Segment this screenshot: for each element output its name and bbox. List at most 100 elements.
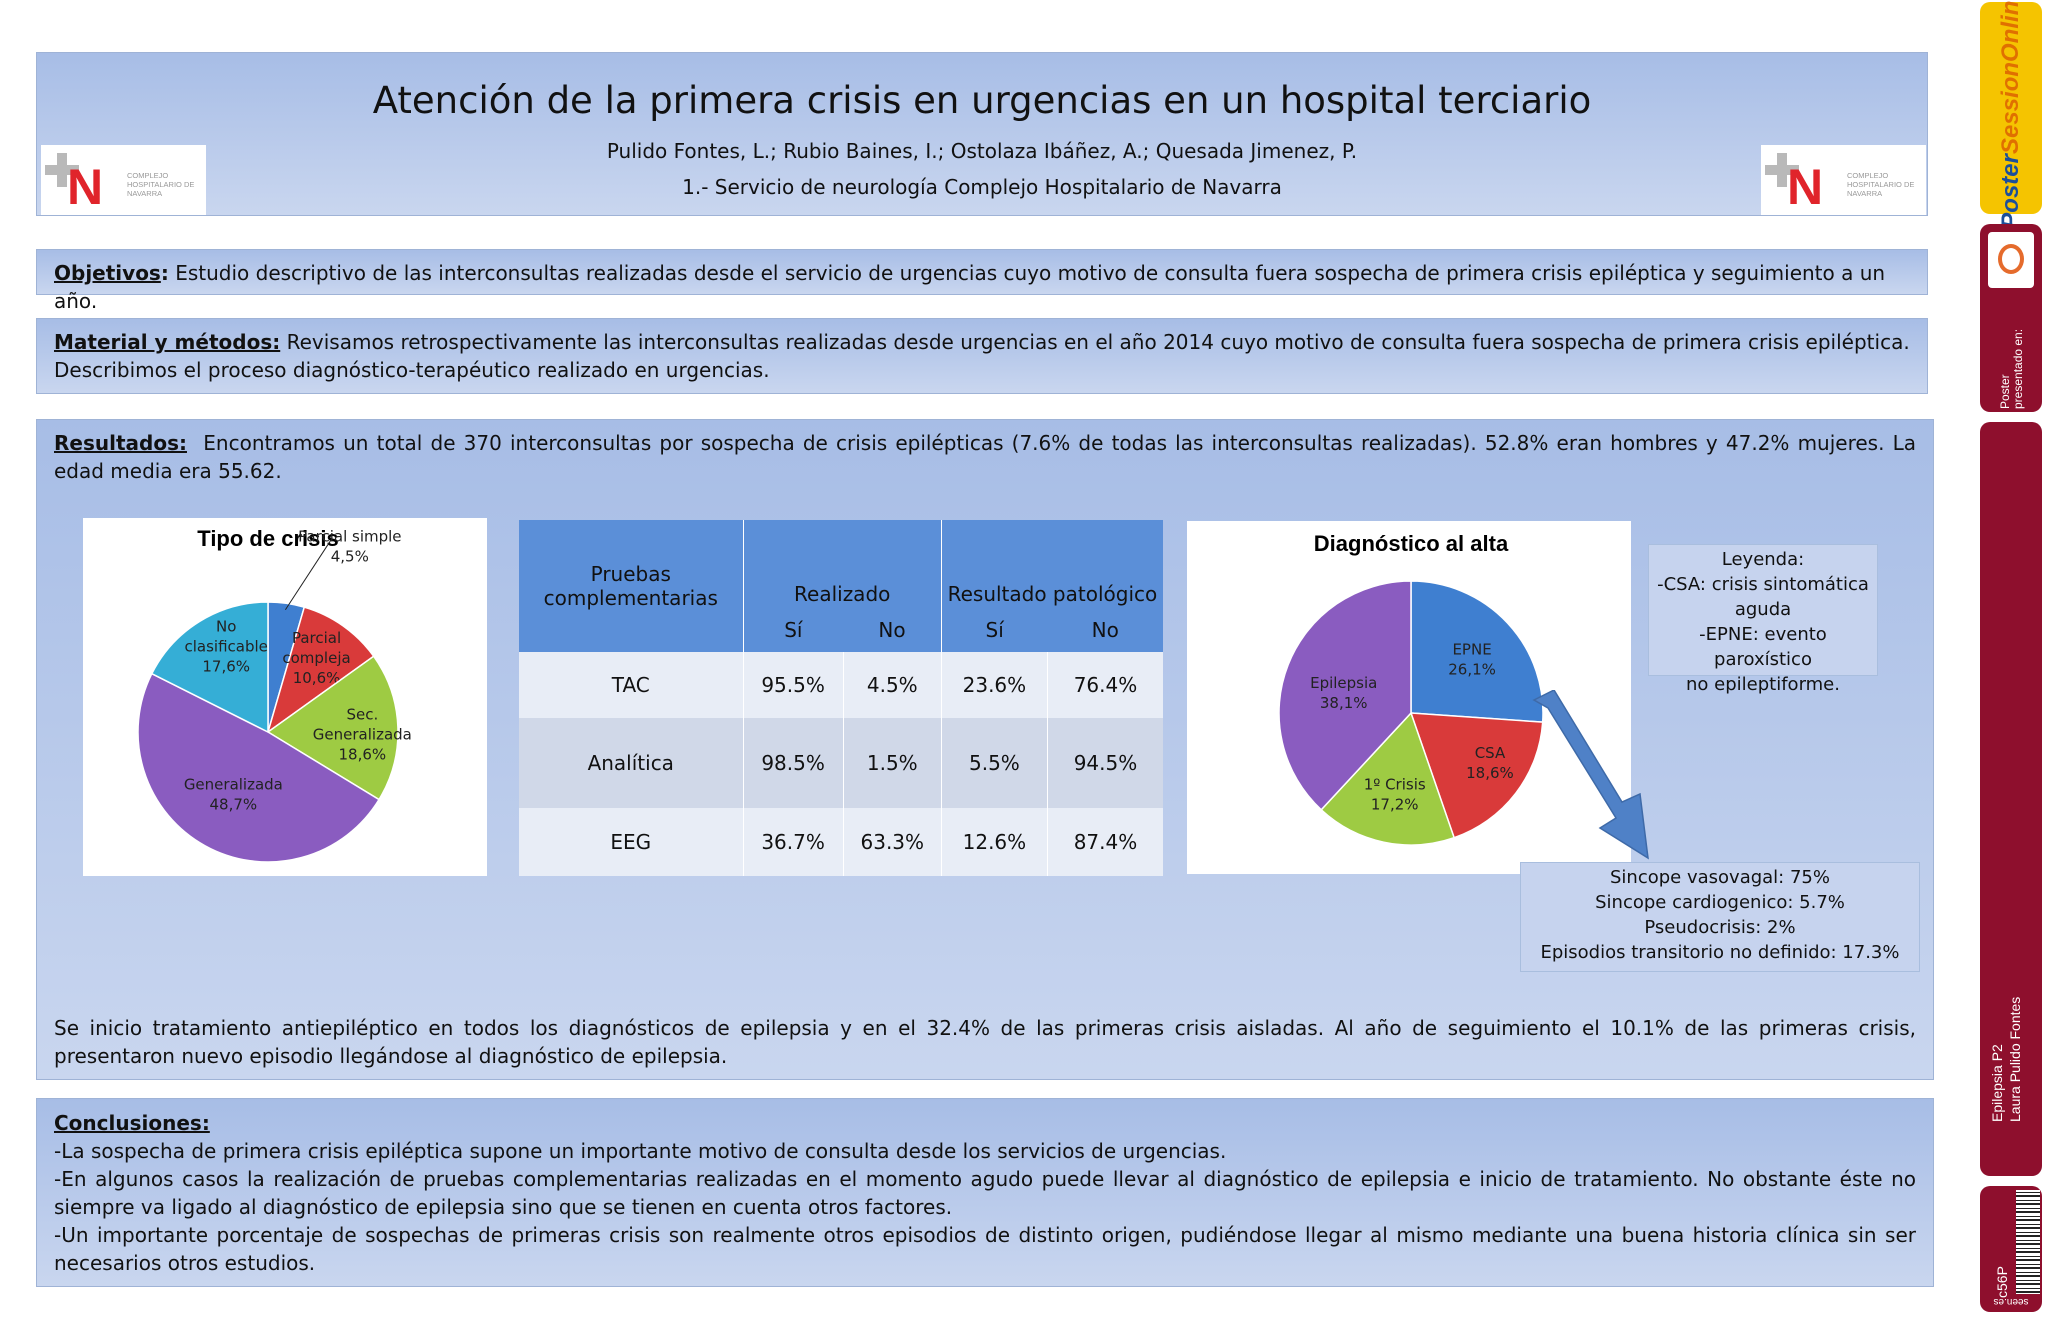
presented-label: Poster presentado en: (1998, 328, 2025, 409)
pie-slice-parcial-compleja (266, 606, 375, 734)
poster-title: Atención de la primera crisis en urgenci… (372, 79, 1592, 122)
brand-poster: Poster (1997, 154, 2024, 229)
row-name: TAC (519, 652, 744, 718)
cell: 23.6% (940, 652, 1048, 718)
slice-label: EPNE (1452, 640, 1491, 658)
detail-line: Pseudocrisis: 2% (1644, 917, 1796, 938)
leyenda-epne: -EPNE: evento paroxístico (1699, 624, 1827, 670)
cell: 36.7% (742, 808, 844, 876)
epne-detail-box: Sincope vasovagal: 75% Sincope cardiogen… (1520, 862, 1920, 972)
header-realizado-si: Sí (742, 608, 844, 652)
affiliation: 1.- Servicio de neurología Complejo Hosp… (682, 175, 1282, 199)
conclusion-item: -Un importante porcentaje de sospechas d… (54, 1223, 1916, 1275)
leyenda-epne-2: no epileptiforme. (1686, 674, 1840, 695)
cell: 5.5% (940, 718, 1048, 808)
poster-id: c56P (1994, 1266, 2010, 1298)
slice-label: No (216, 618, 236, 636)
leader-line (284, 538, 333, 611)
header-banner: Atención de la primera crisis en urgenci… (36, 52, 1928, 216)
pie-slice-generalizada (137, 672, 381, 863)
slice-label: 4,5% (331, 548, 369, 566)
material-text: Revisamos retrospectivamente las interco… (54, 330, 1910, 382)
pie-slice-no-clasificable (150, 601, 269, 734)
slice-label: CSA (1475, 744, 1506, 762)
cell: 87.4% (1046, 808, 1163, 876)
detail-line: Sincope vasovagal: 75% (1610, 867, 1830, 888)
brand-session: SessionOnline (1997, 0, 2024, 155)
cell: 94.5% (1046, 718, 1163, 808)
leyenda-title: Leyenda: (1721, 549, 1805, 570)
slice-label: 10,6% (293, 669, 341, 687)
cell: 76.4% (1046, 652, 1163, 718)
resultados-text: Encontramos un total de 370 interconsult… (54, 431, 1917, 483)
conclusiones-label: Conclusiones: (54, 1111, 210, 1135)
slice-label: Sec. (346, 706, 378, 724)
leyenda-box: Leyenda: -CSA: crisis sintomática aguda … (1648, 544, 1878, 695)
conclusion-item: -La sospecha de primera crisis epiléptic… (54, 1139, 1227, 1163)
slice-label: compleja (282, 649, 350, 667)
cell: 4.5% (842, 652, 942, 718)
detail-line: Episodios transitorio no definido: 17.3% (1540, 942, 1900, 963)
header-resultado-si: Sí (940, 608, 1048, 652)
slice-label: Parcial simple (298, 528, 401, 546)
slice-label: 18,6% (339, 746, 387, 764)
table-row: Analítica 98.5% 1.5% 5.5% 94.5% (519, 718, 1163, 808)
pie-slice-1-crisis (1320, 711, 1456, 846)
header-resultado-no: No (1047, 608, 1163, 652)
slice-label: 26,1% (1448, 660, 1496, 678)
poster-info-tile: Epilepsia P2 Laura Pulido Fontes (1980, 422, 2042, 1176)
resultados-label: Resultados: (54, 431, 187, 455)
header-pruebas: Pruebas complementarias (519, 520, 744, 652)
slice-label: 48,7% (210, 796, 258, 814)
pie-chart-tipo-crisis: Tipo de crisis Parcial simple 4,5% Parcial c… (83, 518, 487, 876)
hospital-logo-left: N COMPLEJO HOSPITALARIO DE NAVARRA (41, 145, 206, 215)
slice-label: 18,6% (1466, 764, 1514, 782)
resultados-footer: Se inicio tratamiento antiepiléptico en … (54, 1016, 1916, 1068)
conclusiones-section: Conclusiones: -La sospecha de primera cr… (36, 1098, 1934, 1287)
material-section: Material y métodos: Revisamos retrospect… (36, 318, 1928, 394)
header-resultado: Resultado patológico (940, 520, 1163, 608)
slice-label: clasificable (185, 638, 268, 656)
material-label: Material y métodos: (54, 330, 281, 354)
slice-label: 17,2% (1371, 796, 1419, 814)
table-row: EEG 36.7% 63.3% 12.6% 87.4% (519, 808, 1163, 876)
chart-title: Tipo de crisis (197, 526, 338, 551)
leyenda-csa-2: aguda (1734, 599, 1792, 620)
congress-logo-icon (1988, 232, 2034, 288)
barcode-tile: c56P seen.es (1980, 1186, 2042, 1312)
cell: 95.5% (742, 652, 844, 718)
slice-label: Epilepsia (1310, 674, 1377, 692)
pie-slice-sec-generalizada (266, 655, 399, 801)
cell: 63.3% (842, 808, 942, 876)
objetivos-section: Objetivos: Estudio descriptivo de las in… (36, 249, 1928, 313)
slice-label: Generalizada (313, 726, 412, 744)
slice-label: Parcial (292, 629, 341, 647)
row-name: EEG (519, 808, 744, 876)
poster-author: Laura Pulido Fontes (2007, 996, 2023, 1122)
header-realizado: Realizado (742, 520, 942, 608)
slice-label: 1º Crisis (1364, 776, 1426, 794)
chart-title: Diagnóstico al alta (1314, 531, 1509, 556)
leyenda-csa: -CSA: crisis sintomática (1657, 574, 1869, 595)
slice-label: 38,1% (1320, 694, 1368, 712)
pruebas-table: Pruebas complementarias Realizado Result… (519, 520, 1163, 876)
cell: 12.6% (940, 808, 1048, 876)
table-row: TAC 95.5% 4.5% 23.6% 76.4% (519, 652, 1163, 718)
postersession-logo[interactable]: PosterSessionOnline (1980, 0, 2042, 229)
hospital-logo-right: N COMPLEJO HOSPITALARIO DE NAVARRA (1761, 145, 1926, 215)
row-name: Analítica (519, 718, 744, 808)
pie-chart-diagnostico-alta-svg: Diagnóstico al alta EPNE 26,1% CSA 18,6% 1º C… (1278, 531, 1544, 846)
objetivos-label: Objetivos (54, 261, 161, 285)
arrow-icon (1532, 690, 1649, 860)
barcode-icon (2016, 1190, 2040, 1294)
header-realizado-no: No (843, 608, 942, 652)
cell: 1.5% (842, 718, 942, 808)
cell: 98.5% (742, 718, 844, 808)
poster-code: Epilepsia P2 (1989, 1044, 2005, 1122)
barcode-text: seen.es (1993, 1296, 2029, 1307)
objetivos-text: Estudio descriptivo de las interconsulta… (54, 261, 1886, 313)
presented-at-tile: Poster presentado en: (1980, 224, 2042, 412)
detail-line: Sincope cardiogenico: 5.7% (1595, 892, 1845, 913)
conclusion-item: -En algunos casos la realización de prue… (54, 1167, 1916, 1219)
